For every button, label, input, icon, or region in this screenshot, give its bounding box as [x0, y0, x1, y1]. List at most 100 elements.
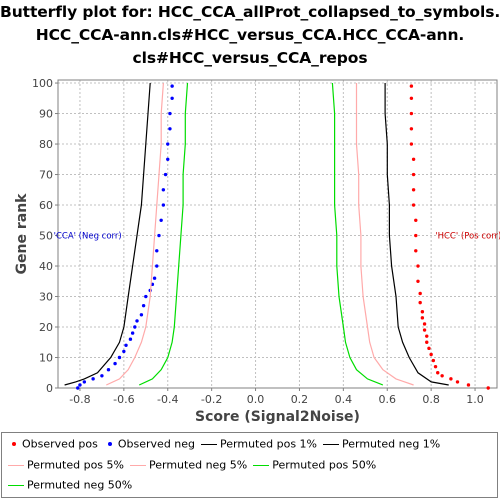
observed-neg-point: [122, 349, 126, 354]
observed-pos-point: [466, 383, 471, 387]
legend-line-icon: [201, 443, 218, 445]
permuted-pos-5-line: [355, 83, 414, 386]
legend-line-icon: [129, 464, 146, 466]
observed-pos-point: [409, 96, 414, 100]
y-tick-label: 60: [39, 199, 53, 212]
legend-line-icon: [323, 443, 339, 445]
observed-neg-point: [163, 172, 168, 177]
y-tick-label: 0: [46, 382, 53, 395]
observed-neg-point: [91, 377, 95, 381]
legend-label: Permuted neg 1%: [342, 437, 441, 451]
x-tick-label: -0.6: [113, 393, 134, 406]
legend-row: Permuted pos 5% Permuted neg 5% Permuted p…: [8, 458, 382, 476]
legend-label: Permuted pos 5%: [27, 458, 124, 472]
observed-pos-point: [411, 203, 416, 207]
observed-neg-point: [168, 127, 172, 131]
observed-neg-point: [76, 386, 80, 390]
x-tick-label: 0.6: [379, 393, 397, 406]
y-tick-label: 80: [39, 138, 53, 151]
observed-pos-point: [409, 127, 414, 131]
observed-pos-point: [418, 300, 422, 305]
observed-pos-point: [440, 374, 444, 378]
legend-item: Observed pos: [8, 437, 98, 451]
x-tick-label: 0.4: [335, 393, 353, 406]
chart-title-line-3: cls#HCC_versus_CCA_repos: [132, 49, 368, 67]
observed-pos-point: [414, 233, 418, 238]
legend-label: Permuted pos 50%: [272, 458, 377, 472]
observed-neg-point: [141, 303, 146, 308]
permuted-neg-5-line: [106, 82, 164, 386]
observed-pos-point: [427, 346, 431, 351]
legend-dot-icon: [107, 442, 112, 446]
legend-label: Observed pos: [22, 437, 98, 451]
observed-neg-point: [78, 383, 82, 387]
legend-row: Observed pos Observed neg Permuted pos 1% P…: [8, 437, 446, 455]
observed-pos-point: [418, 291, 422, 296]
observed-pos-point: [422, 322, 427, 326]
observed-neg-point: [106, 368, 111, 372]
observed-neg-point: [157, 233, 161, 238]
annotation-label: 'HCC' (Pos corr): [435, 232, 500, 242]
observed-neg-point: [139, 313, 144, 317]
legend-label: Permuted neg 5%: [148, 458, 248, 472]
observed-neg-point: [166, 142, 170, 146]
y-tick-label: 20: [39, 321, 53, 334]
legend-item: Observed neg: [104, 437, 195, 451]
plot-background: [58, 80, 497, 388]
permuted-neg-50-line: [138, 82, 189, 386]
chart-title-line-1: Butterfly plot for: HCC_CCA_allProt_coll…: [0, 3, 500, 21]
legend-dot-icon: [12, 442, 16, 446]
observed-neg-point: [170, 84, 174, 88]
permuted-neg-1-line: [64, 82, 151, 386]
observed-pos-point: [433, 364, 438, 369]
x-axis-label: Score (Signal2Noise): [195, 409, 360, 425]
x-tick-label: -0.2: [201, 393, 222, 406]
legend-line-icon: [253, 464, 270, 466]
observed-pos-point: [425, 334, 429, 338]
observed-neg-point: [166, 157, 170, 161]
observed-pos-point: [416, 279, 420, 283]
plot-area: -0.8 -0.6 -0.4 -0.2 0.0 0.2 0.4 0.6 0.8 1.0 0 10 20 3…: [14, 77, 500, 425]
observed-pos-point: [429, 352, 433, 357]
legend-label: Observed neg: [117, 437, 196, 451]
permuted-pos-50-line: [331, 82, 384, 386]
x-tick-label: -0.4: [157, 393, 178, 406]
legend-item: Permuted neg 1%: [323, 437, 440, 451]
observed-neg-point: [152, 276, 157, 280]
observed-neg-point: [100, 374, 104, 378]
annotation-label: 'CCA' (Neg corr): [54, 232, 122, 242]
observed-pos-point: [411, 157, 416, 161]
observed-pos-point: [449, 377, 453, 381]
observed-neg-point: [82, 380, 87, 384]
observed-neg-point: [159, 218, 163, 222]
x-tick-label: 0.0: [247, 393, 265, 406]
x-tick-label: 0.8: [422, 393, 440, 406]
y-tick-label: 10: [39, 352, 53, 365]
legend: Observed pos Observed neg Permuted pos 1% P…: [1, 432, 498, 498]
legend-item: Permuted pos 50%: [253, 458, 376, 472]
observed-neg-point: [155, 249, 159, 253]
x-tick-label: 0.2: [291, 393, 309, 406]
observed-neg-point: [155, 264, 159, 268]
legend-row: Permuted neg 50%: [8, 478, 138, 496]
observed-neg-point: [124, 343, 128, 348]
legend-label: Permuted pos 1%: [220, 437, 317, 451]
x-tick-label: -0.8: [69, 393, 90, 406]
y-tick-label: 30: [39, 291, 53, 304]
observed-neg-point: [135, 319, 139, 323]
observed-pos-point: [409, 142, 414, 146]
y-tick-label: 50: [39, 230, 53, 243]
legend-label: Permuted neg 50%: [27, 478, 133, 492]
observed-pos-point: [425, 340, 429, 344]
observed-pos-point: [422, 328, 427, 332]
observed-pos-point: [411, 172, 416, 177]
chart-title-line-2: HCC_CCA-ann.cls#HCC_versus_CCA.HCC_CCA-a…: [35, 26, 465, 44]
observed-pos-point: [414, 249, 418, 253]
legend-item: Permuted neg 5%: [129, 458, 248, 472]
observed-neg-point: [113, 361, 117, 366]
legend-line-icon: [8, 484, 24, 486]
observed-pos-point: [414, 218, 418, 222]
legend-item: Permuted pos 5%: [8, 458, 124, 472]
legend-item: Permuted neg 50%: [8, 478, 132, 492]
